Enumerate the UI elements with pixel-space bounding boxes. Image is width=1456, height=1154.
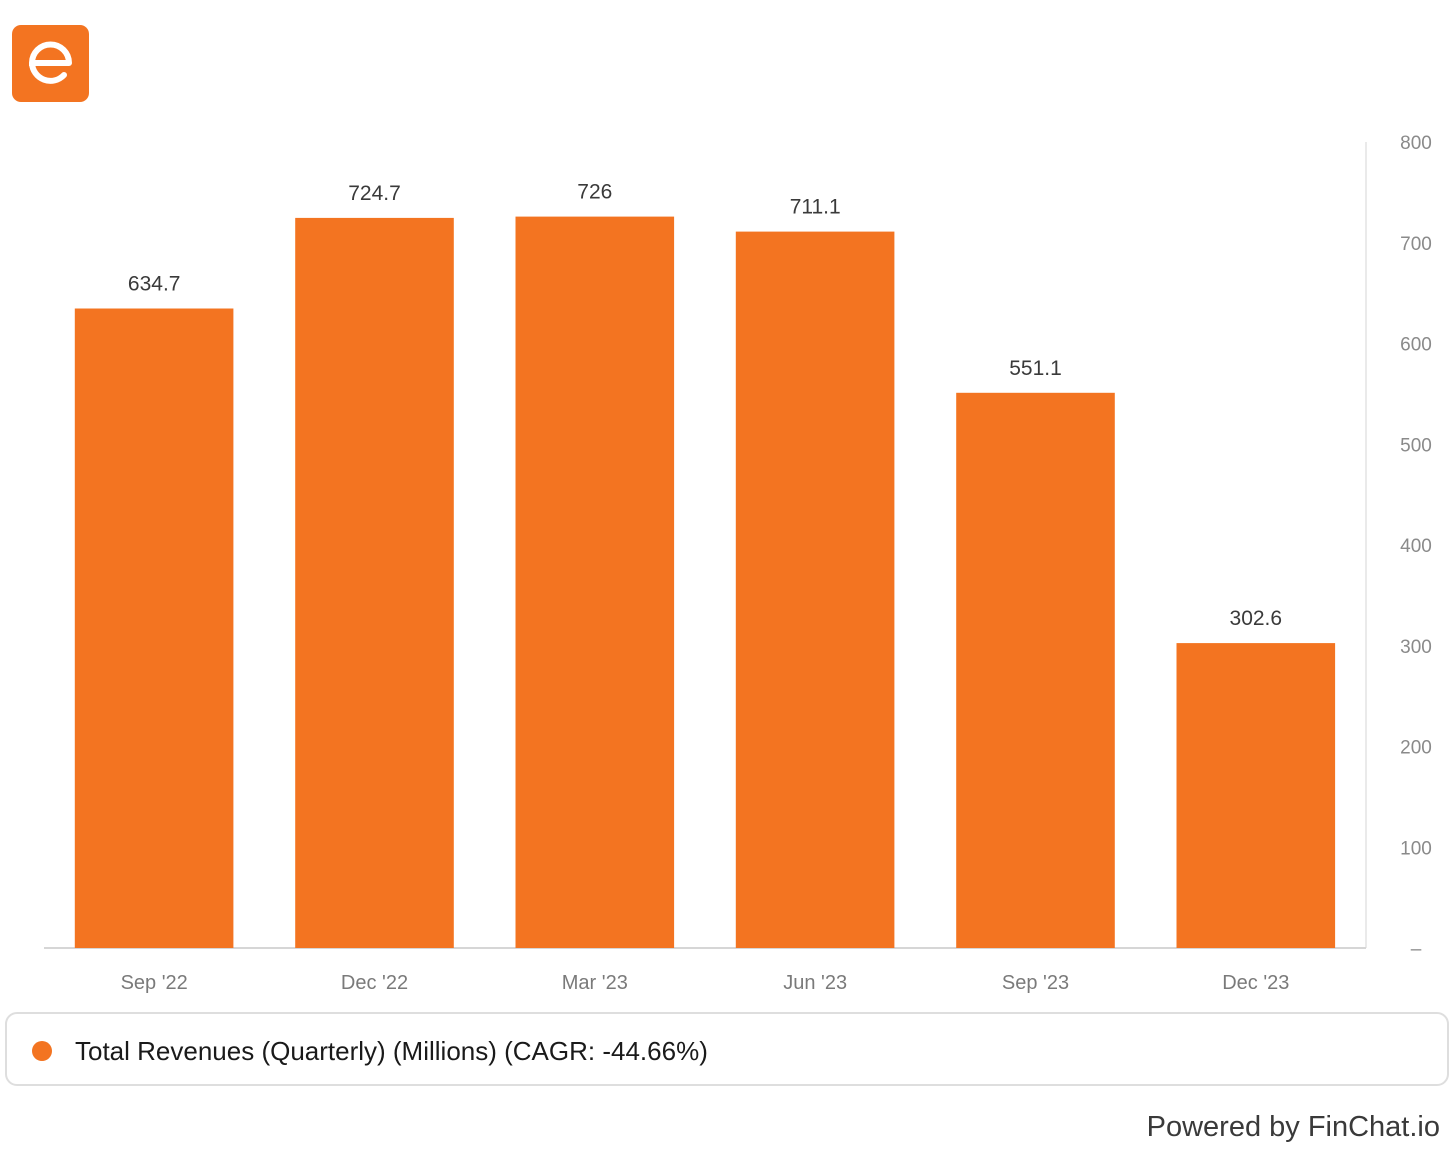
y-tick-label-800: 800 (1400, 133, 1432, 154)
x-tick-label-dec-23: Dec '23 (1222, 972, 1289, 994)
y-tick-labels-group: – 100 200 300 400 500 600 700 800 (1400, 133, 1432, 960)
legend-marker (32, 1041, 52, 1061)
x-tick-label-sep-22: Sep '22 (121, 972, 188, 994)
bar-jun-23 (735, 231, 895, 949)
data-label-dec-22: 724.7 (348, 182, 401, 205)
y-tick-label-0: – (1411, 939, 1422, 960)
x-tick-labels-group: Sep '22 Dec '22 Mar '23 Jun '23 Sep '23 Dec '… (121, 972, 1290, 994)
y-tick-label-700: 700 (1400, 234, 1432, 255)
y-tick-label-500: 500 (1400, 435, 1432, 456)
y-tick-label-100: 100 (1400, 838, 1432, 859)
bar-dec-22 (295, 217, 454, 948)
powered-by-label: Powered by FinChat.io (1146, 1111, 1440, 1143)
bar-mar-23 (515, 216, 675, 949)
legend: Total Revenues (Quarterly) (Millions) (C… (5, 1012, 1449, 1086)
x-tick-label-dec-22: Dec '22 (341, 972, 408, 994)
x-tick-label-mar-23: Mar '23 (562, 972, 628, 994)
data-label-jun-23: 711.1 (790, 196, 841, 219)
data-label-mar-23: 726 (577, 181, 612, 204)
bars-group (74, 216, 1336, 949)
revenue-bar-chart: 634.7 724.7 726 711.1 551.1 302.6 Sep '22 Dec … (44, 133, 1432, 994)
bar-sep-23 (956, 392, 1115, 948)
data-label-sep-22: 634.7 (128, 273, 181, 296)
data-label-sep-23: 551.1 (1009, 357, 1062, 380)
bar-sep-22 (74, 308, 234, 948)
y-tick-label-600: 600 (1400, 335, 1432, 356)
y-tick-label-200: 200 (1400, 738, 1432, 759)
finchat-e-logo-icon (28, 41, 72, 84)
legend-label: Total Revenues (Quarterly) (Millions) (C… (75, 1036, 708, 1066)
data-label-dec-23: 302.6 (1230, 607, 1283, 630)
data-labels-group: 634.7 724.7 726 711.1 551.1 302.6 (128, 181, 1282, 630)
bar-dec-23 (1176, 643, 1336, 948)
y-tick-label-400: 400 (1400, 536, 1432, 557)
x-tick-label-jun-23: Jun '23 (783, 972, 847, 994)
x-tick-label-sep-23: Sep '23 (1002, 972, 1069, 994)
finchat-logo (12, 25, 89, 102)
y-tick-label-300: 300 (1400, 637, 1432, 658)
